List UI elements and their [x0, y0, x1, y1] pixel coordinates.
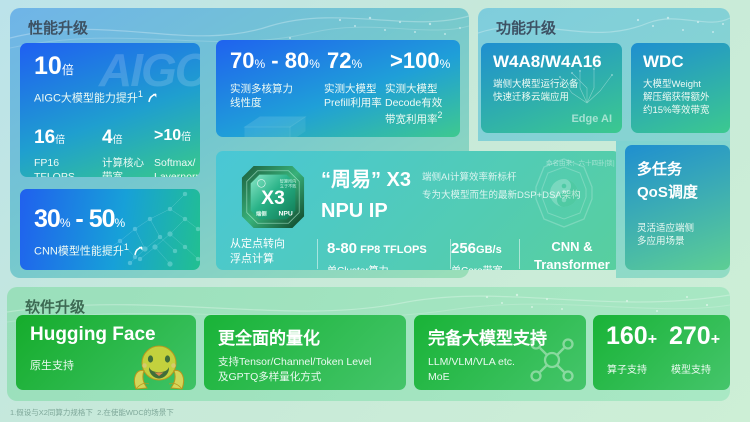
svg-text:X3: X3	[261, 187, 285, 209]
svg-text:端侧: 端侧	[256, 209, 267, 217]
svg-text:立于不败: 立于不败	[280, 182, 297, 188]
svg-text:NPU: NPU	[278, 210, 292, 217]
